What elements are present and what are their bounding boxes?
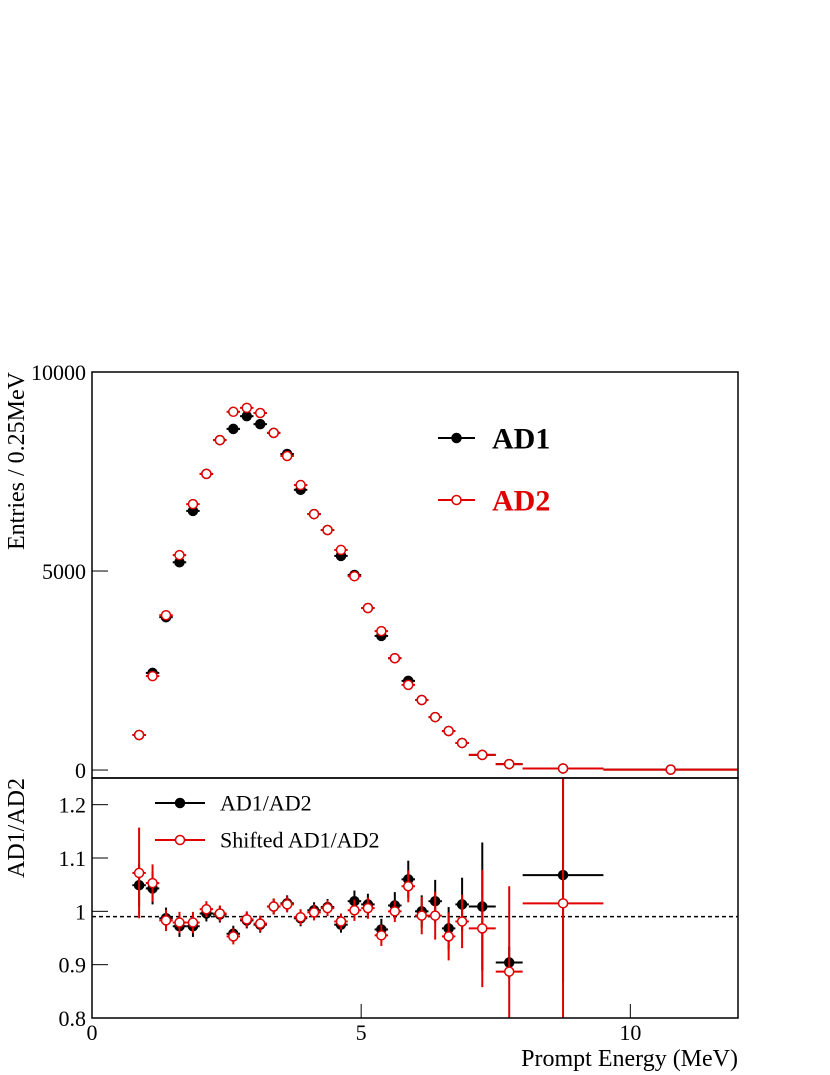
legend-marker bbox=[174, 834, 186, 846]
plot-area bbox=[132, 778, 604, 1018]
y-tick-label: 1 bbox=[75, 899, 86, 924]
y-tick-label: 10000 bbox=[31, 360, 86, 385]
legend-label: AD1 bbox=[492, 423, 550, 456]
marker bbox=[187, 917, 199, 928]
marker bbox=[268, 901, 279, 912]
marker bbox=[187, 498, 199, 510]
marker bbox=[477, 923, 488, 934]
marker bbox=[349, 905, 360, 916]
marker bbox=[456, 916, 468, 927]
marker bbox=[281, 450, 293, 462]
marker bbox=[322, 902, 333, 914]
marker bbox=[443, 725, 454, 737]
x-tick-label: 0 bbox=[87, 1020, 98, 1045]
marker bbox=[295, 911, 306, 923]
legend-marker bbox=[174, 797, 186, 809]
marker bbox=[228, 423, 239, 435]
marker bbox=[503, 758, 515, 770]
marker bbox=[174, 917, 185, 928]
y-tick-label: 0 bbox=[75, 758, 86, 783]
marker bbox=[429, 711, 441, 723]
marker bbox=[228, 931, 239, 942]
marker bbox=[201, 468, 212, 480]
marker bbox=[416, 910, 427, 921]
marker bbox=[174, 549, 185, 561]
marker bbox=[308, 508, 320, 520]
marker bbox=[147, 877, 158, 889]
marker bbox=[254, 407, 266, 419]
marker bbox=[228, 406, 239, 418]
legend-label: Shifted AD1/AD2 bbox=[220, 828, 380, 853]
marker bbox=[403, 679, 414, 691]
marker bbox=[557, 898, 569, 909]
marker bbox=[376, 625, 387, 637]
marker bbox=[477, 749, 488, 761]
marker bbox=[335, 544, 347, 556]
y-axis-title: Entries / 0.25MeV bbox=[4, 371, 30, 550]
marker bbox=[133, 867, 145, 879]
marker bbox=[376, 930, 387, 941]
marker bbox=[349, 570, 360, 582]
marker bbox=[389, 906, 401, 917]
marker bbox=[160, 915, 172, 926]
marker bbox=[322, 524, 333, 536]
marker bbox=[665, 764, 676, 775]
y-tick-label: 0.8 bbox=[59, 1006, 87, 1031]
marker bbox=[295, 479, 306, 491]
marker bbox=[557, 763, 569, 774]
marker bbox=[241, 914, 253, 925]
marker bbox=[268, 427, 279, 439]
marker bbox=[362, 902, 374, 914]
legend-marker bbox=[451, 432, 462, 444]
marker bbox=[214, 908, 226, 919]
marker bbox=[389, 652, 401, 664]
frame bbox=[91, 371, 739, 779]
marker bbox=[403, 881, 414, 892]
x-tick-label: 10 bbox=[619, 1020, 641, 1045]
marker bbox=[308, 907, 320, 918]
marker bbox=[443, 931, 454, 942]
marker bbox=[201, 903, 212, 915]
marker bbox=[254, 418, 266, 430]
marker bbox=[133, 729, 145, 741]
marker bbox=[416, 694, 427, 706]
y-tick-label: 0.9 bbox=[59, 953, 87, 978]
marker bbox=[429, 910, 441, 921]
marker bbox=[362, 602, 374, 614]
y-tick-label: 1.1 bbox=[59, 846, 87, 871]
y-axis-title: AD1/AD2 bbox=[4, 778, 30, 878]
frame bbox=[91, 777, 739, 1019]
marker bbox=[147, 670, 158, 682]
marker bbox=[160, 609, 172, 621]
legend-label: AD2 bbox=[492, 485, 550, 518]
marker bbox=[281, 899, 293, 910]
marker bbox=[503, 966, 515, 977]
legend-label: AD1/AD2 bbox=[220, 791, 312, 816]
x-axis-title: Prompt Energy (MeV) bbox=[521, 1046, 738, 1072]
marker bbox=[254, 918, 266, 929]
y-tick-label: 1.2 bbox=[59, 793, 87, 818]
x-tick-label: 5 bbox=[356, 1020, 367, 1045]
marker bbox=[241, 402, 253, 414]
y-tick-label: 5000 bbox=[42, 559, 86, 584]
marker bbox=[456, 737, 468, 749]
marker bbox=[335, 916, 347, 927]
legend-marker bbox=[451, 494, 462, 506]
marker bbox=[214, 434, 226, 446]
plot-area bbox=[132, 402, 738, 775]
